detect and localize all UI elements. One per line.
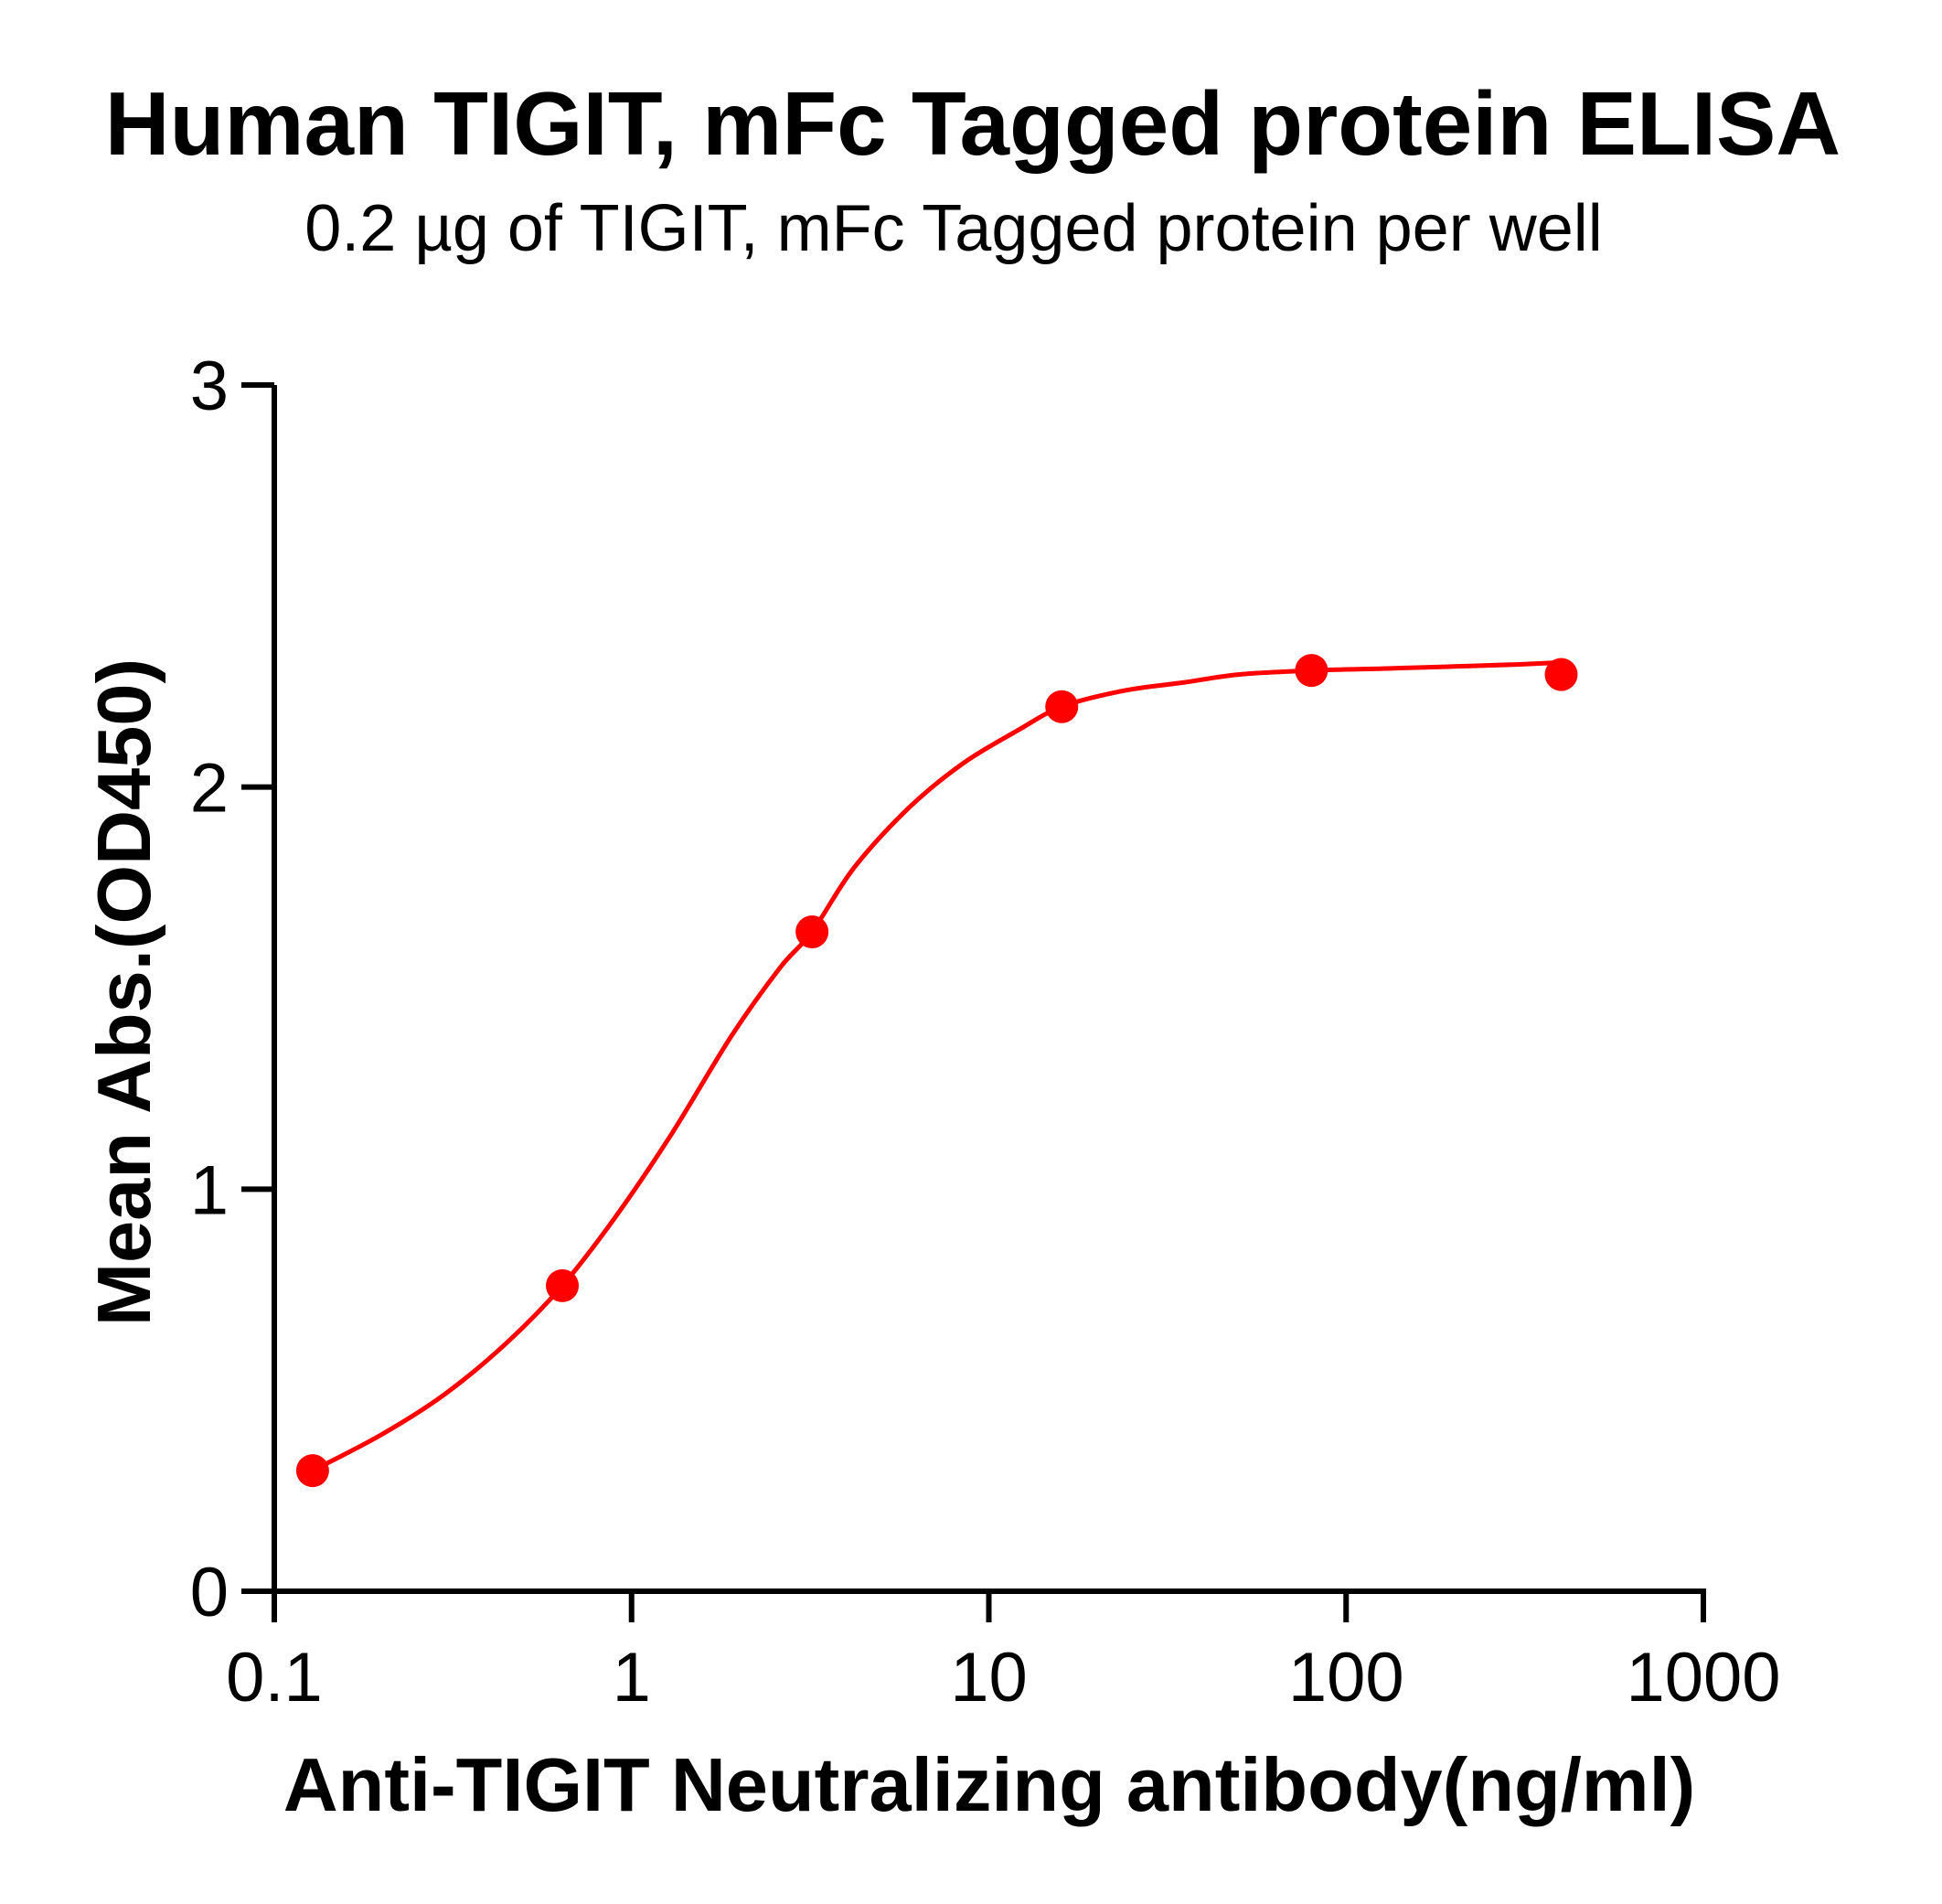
x-axis: 0.1 1 10 100 1000 xyxy=(226,1588,1781,1717)
y-axis-title: Mean Abs.(OD450) xyxy=(81,658,166,1326)
data-point-marker xyxy=(546,1268,580,1302)
x-tick-label: 10 xyxy=(950,1639,1028,1717)
chart-title: Human TIGIT, mFc Tagged protein ELISA xyxy=(104,73,1841,174)
chart-subtitle: 0.2 µg of TIGIT, mFc Tagged protein per … xyxy=(304,192,1603,265)
y-axis: 0 1 2 3 xyxy=(190,348,277,1631)
y-tick-label: 2 xyxy=(190,750,229,828)
sigmoid-fit-line xyxy=(311,659,1562,1473)
y-tick-label: 0 xyxy=(190,1554,229,1631)
data-point-marker xyxy=(295,1454,329,1488)
data-point-marker xyxy=(1295,654,1328,688)
data-point-marker xyxy=(1045,690,1079,723)
y-tick-label: 1 xyxy=(190,1151,229,1229)
data-points xyxy=(295,654,1578,1488)
x-tick-label: 1000 xyxy=(1626,1639,1780,1717)
data-point-marker xyxy=(795,915,829,948)
data-point-marker xyxy=(1544,658,1578,691)
x-tick-label: 0.1 xyxy=(226,1639,323,1717)
x-axis-title: Anti-TIGIT Neutralizing antibody(ng/ml) xyxy=(283,1742,1696,1827)
fit-curve xyxy=(311,659,1562,1473)
x-tick-label: 100 xyxy=(1288,1639,1404,1717)
x-tick-label: 1 xyxy=(613,1639,651,1717)
y-tick-label: 3 xyxy=(190,348,229,425)
